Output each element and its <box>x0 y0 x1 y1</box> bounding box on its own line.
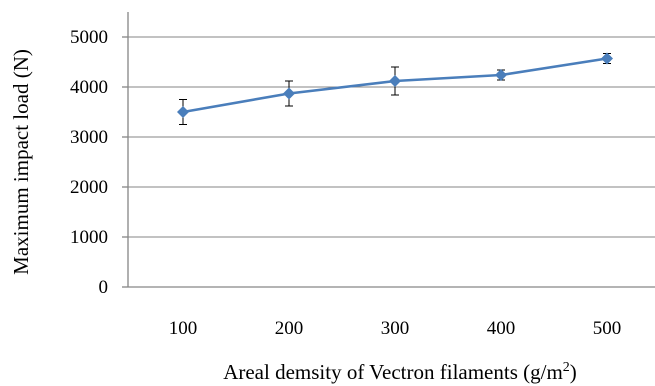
x-tick-label-500: 500 <box>593 318 622 339</box>
data-point-400 <box>495 69 507 81</box>
y-axis-title: Maximum impact load (N) <box>9 49 33 275</box>
data-point-500 <box>601 52 613 65</box>
x-tick-label-100: 100 <box>169 318 198 339</box>
x-tick-label-400: 400 <box>487 318 516 339</box>
x-axis-title-suffix: ) <box>570 360 577 384</box>
x-tick-label-200: 200 <box>275 318 304 339</box>
y-tick-label-1000: 1000 <box>70 227 108 248</box>
y-tick-label-0: 0 <box>99 277 109 298</box>
x-tick-labels: 100 200 300 400 500 <box>169 318 622 339</box>
x-axis-title-superscript: 2 <box>563 360 570 375</box>
y-tick-labels: 0 1000 2000 3000 4000 5000 <box>70 27 108 298</box>
y-tick-label-5000: 5000 <box>70 27 108 48</box>
data-point-100 <box>177 106 189 118</box>
data-point-300 <box>389 75 401 87</box>
x-axis-title: Areal demsity of Vectron filaments (g/m2… <box>223 360 577 384</box>
axes <box>122 12 655 288</box>
x-tick-label-300: 300 <box>381 318 410 339</box>
x-axis-title-main: Areal demsity of Vectron filaments (g/m <box>223 360 563 384</box>
series <box>177 52 613 125</box>
data-point-200 <box>283 87 295 100</box>
y-tick-label-2000: 2000 <box>70 177 108 198</box>
y-tick-label-4000: 4000 <box>70 77 108 98</box>
gridlines <box>128 36 655 238</box>
y-tick-label-3000: 3000 <box>70 127 108 148</box>
